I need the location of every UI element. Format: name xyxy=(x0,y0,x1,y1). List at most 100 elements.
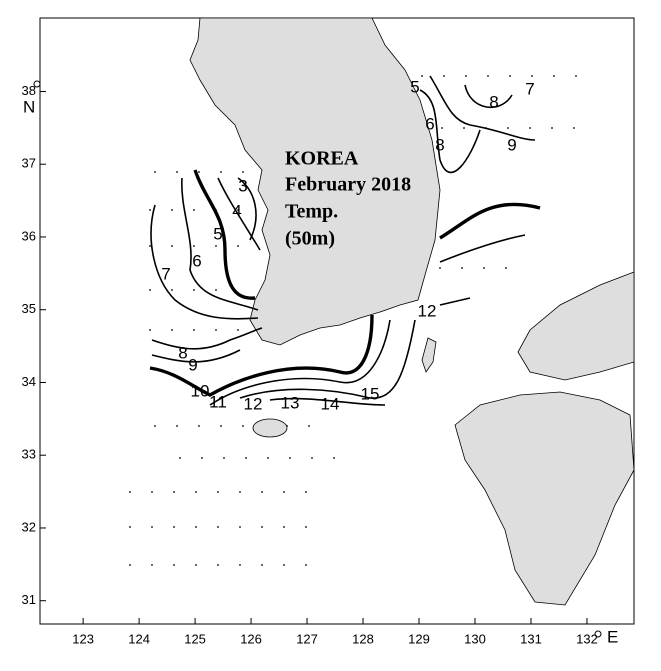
degree-sign xyxy=(33,80,41,88)
contour-label: 4 xyxy=(232,201,241,220)
station-dot xyxy=(195,564,197,566)
contour-label: 6 xyxy=(192,251,201,270)
contour-label: 7 xyxy=(161,264,170,283)
station-dot xyxy=(573,127,575,129)
x-tick-label: 130 xyxy=(464,631,486,646)
contour xyxy=(237,177,257,241)
station-dot xyxy=(289,457,291,459)
station-dot xyxy=(239,564,241,566)
contour xyxy=(217,177,261,251)
contour xyxy=(429,75,536,141)
x-tick-label: 127 xyxy=(296,631,318,646)
korea xyxy=(189,17,441,346)
contour xyxy=(149,314,374,397)
station-dot xyxy=(217,491,219,493)
y-tick-label: 35 xyxy=(22,301,36,316)
station-dot xyxy=(267,457,269,459)
contours xyxy=(149,75,541,406)
contour-label: 8 xyxy=(489,92,498,111)
contour xyxy=(269,397,386,406)
station-dot xyxy=(176,425,178,427)
station-dot xyxy=(305,564,307,566)
station-dot xyxy=(311,457,313,459)
jeju xyxy=(252,418,288,438)
contour-label: 13 xyxy=(281,393,300,412)
station-dot xyxy=(151,564,153,566)
y-tick-label: 36 xyxy=(22,228,36,243)
station-dot xyxy=(149,329,151,331)
station-dot xyxy=(505,267,507,269)
y-axis-label: N xyxy=(23,97,35,116)
station-dot xyxy=(551,127,553,129)
station-dot xyxy=(245,457,247,459)
tsushima xyxy=(421,337,437,373)
x-tick-label: 129 xyxy=(408,631,430,646)
station-dot xyxy=(283,526,285,528)
contour-label: 9 xyxy=(188,355,197,374)
contour-label: 14 xyxy=(321,394,340,413)
station-dot xyxy=(507,127,509,129)
contour-label: 11 xyxy=(209,392,227,411)
station-dot xyxy=(487,75,489,77)
contour xyxy=(181,177,259,311)
contour xyxy=(193,169,256,300)
contour xyxy=(150,204,259,320)
station-dot xyxy=(242,425,244,427)
x-tick-label: 125 xyxy=(184,631,206,646)
station-dot xyxy=(443,75,445,77)
station-dot xyxy=(198,425,200,427)
station-dot xyxy=(149,289,151,291)
station-dot xyxy=(154,425,156,427)
station-dot xyxy=(173,564,175,566)
station-dot xyxy=(151,491,153,493)
station-dot xyxy=(529,127,531,129)
station-dot xyxy=(239,491,241,493)
station-dot xyxy=(215,289,217,291)
title-line: February 2018 xyxy=(285,174,411,196)
contour xyxy=(419,89,481,174)
contour xyxy=(209,319,391,406)
station-dot xyxy=(129,491,131,493)
station-dot xyxy=(198,171,200,173)
station-dot xyxy=(531,75,533,77)
station-dot xyxy=(308,425,310,427)
y-tick-label: 33 xyxy=(22,447,36,462)
station-dot xyxy=(151,526,153,528)
station-dot xyxy=(217,526,219,528)
station-dot xyxy=(461,267,463,269)
contour xyxy=(439,234,526,263)
station-dot xyxy=(149,245,151,247)
station-dot xyxy=(220,425,222,427)
y-tick-label: 34 xyxy=(22,374,36,389)
contour xyxy=(239,319,416,399)
station-dot xyxy=(439,267,441,269)
title-line: Temp. xyxy=(285,201,338,223)
contour-label: 9 xyxy=(507,135,516,154)
station-dot xyxy=(465,75,467,77)
title-line: KOREA xyxy=(285,148,359,170)
station-dot xyxy=(193,329,195,331)
station-dot xyxy=(173,491,175,493)
station-dot xyxy=(463,127,465,129)
station-dot xyxy=(261,564,263,566)
contour xyxy=(439,297,471,306)
contour-label: 15 xyxy=(361,384,380,403)
station-dot xyxy=(220,171,222,173)
honshu xyxy=(517,271,635,381)
station-dot xyxy=(195,491,197,493)
station-dot xyxy=(173,526,175,528)
contour-label: 12 xyxy=(418,301,437,320)
station-dot xyxy=(333,457,335,459)
contour-label: 8 xyxy=(435,135,444,154)
station-dot xyxy=(305,526,307,528)
x-tick-label: 128 xyxy=(352,631,374,646)
station-dot xyxy=(129,564,131,566)
station-dot xyxy=(179,457,181,459)
station-dot xyxy=(154,171,156,173)
x-tick-label: 124 xyxy=(128,631,150,646)
x-tick-label: 123 xyxy=(72,631,94,646)
x-tick-label: 126 xyxy=(240,631,262,646)
station-dot xyxy=(553,75,555,77)
contour-label: 5 xyxy=(213,224,222,243)
